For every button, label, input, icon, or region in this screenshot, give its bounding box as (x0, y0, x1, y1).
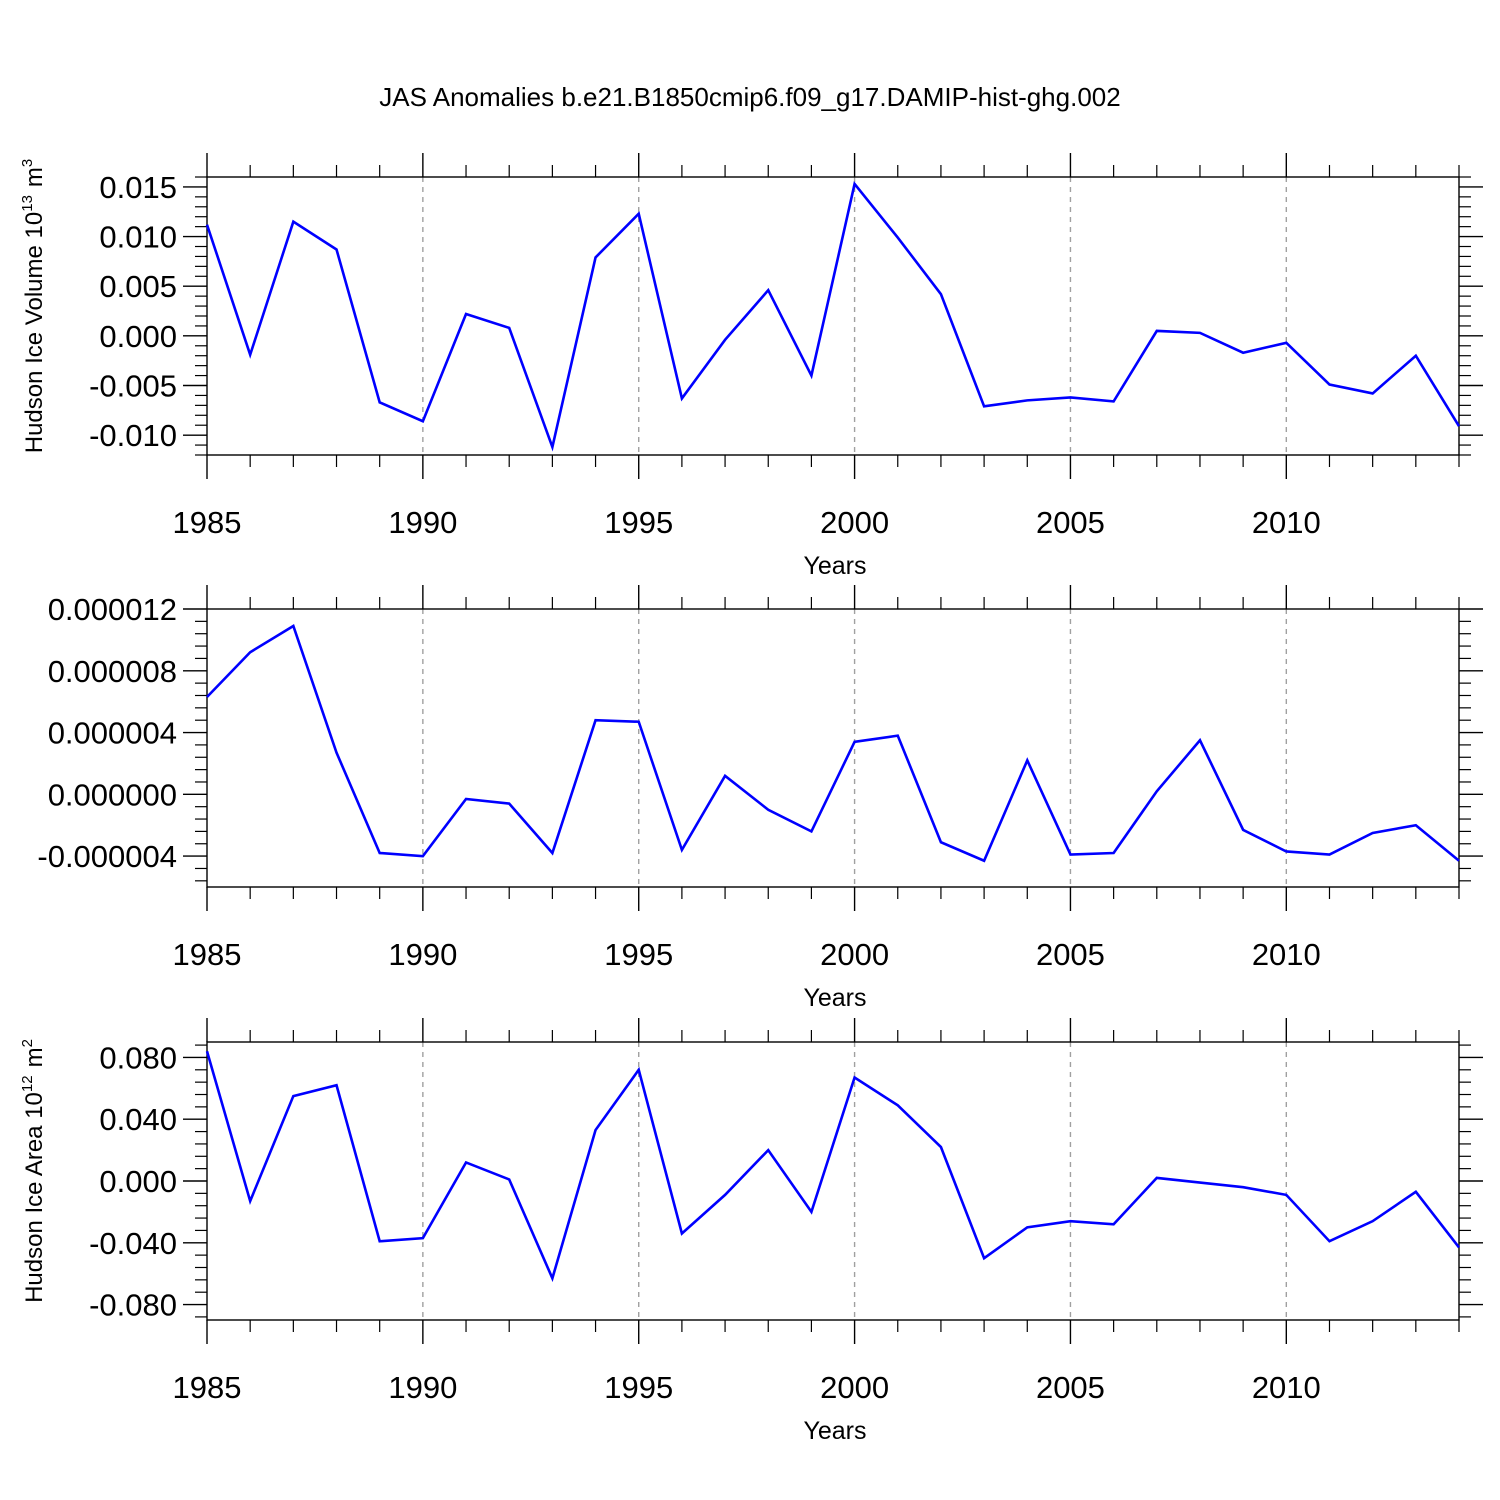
x-tick-label: 1995 (604, 505, 673, 540)
x-tick-label: 2000 (820, 937, 889, 972)
y-axis-label-exponent: 13 (19, 195, 36, 212)
y-tick-label: 0.000000 (48, 777, 177, 812)
y-tick-label: 0.000 (99, 1164, 177, 1199)
panel-3: -0.080 -0.040 0.000 0.040 0.080 1985 1990 1995 2… (19, 1018, 1483, 1445)
panel-2: -0.000004 0.000000 0.000004 0.000008 0.00001… (37, 585, 1483, 1012)
y-tick-label: -0.000004 (37, 839, 177, 874)
series-line (205, 181, 1461, 452)
series-line (206, 624, 1460, 863)
x-tick-label: 1985 (173, 1370, 242, 1405)
x-axis-label: Years (803, 1417, 866, 1445)
x-tick-label: 1995 (604, 937, 673, 972)
x-tick-label: 2005 (1036, 1370, 1105, 1405)
x-tick-label: 2000 (820, 1370, 889, 1405)
x-tick-label: 1985 (173, 937, 242, 972)
x-tick-label: 2000 (820, 505, 889, 540)
y-tick-label: 0.015 (99, 170, 177, 205)
y-tick-label: -0.080 (89, 1288, 177, 1323)
x-tick-label: 2005 (1036, 937, 1105, 972)
y-tick-label: 0.000012 (48, 592, 177, 627)
y-tick-label: 0.000008 (48, 654, 177, 689)
y-axis-label-unit-exponent: 3 (19, 159, 36, 167)
x-tick-label: 2005 (1036, 505, 1105, 540)
x-tick-label: 1990 (388, 1370, 457, 1405)
y-tick-label: 0.005 (99, 269, 177, 304)
y-axis-label-unit: m (21, 1047, 48, 1067)
plot-frame (206, 608, 1460, 888)
x-tick-label: 2010 (1252, 505, 1321, 540)
x-tick-label: 1990 (388, 505, 457, 540)
y-tick-label: -0.010 (89, 418, 177, 453)
y-tick-label: -0.005 (89, 369, 177, 404)
x-axis-label: Years (803, 552, 866, 580)
y-axis-label-unit-exponent: 2 (19, 1039, 36, 1047)
x-tick-label: 1985 (173, 505, 242, 540)
y-tick-label: 0.000004 (48, 716, 177, 751)
x-tick-label: 2010 (1252, 937, 1321, 972)
y-tick-label: 0.040 (99, 1102, 177, 1137)
x-tick-label: 1990 (388, 937, 457, 972)
y-axis-label-unit: m (21, 167, 48, 187)
y-axis-label: Hudson Ice Area 1012 m2 (19, 1039, 48, 1303)
x-tick-label: 2010 (1252, 1370, 1321, 1405)
y-axis-label-exponent: 12 (19, 1075, 36, 1092)
chart-title: JAS Anomalies b.e21.B1850cmip6.f09_g17.D… (379, 82, 1120, 112)
y-axis-label-text: Hudson Ice Volume 10 (21, 212, 48, 454)
panel-1: -0.010 -0.005 0.000 0.005 0.010 0.015 1985 1990… (19, 153, 1483, 580)
y-tick-label: 0.010 (99, 220, 177, 255)
y-tick-label: 0.080 (99, 1040, 177, 1075)
y-axis-label: Hudson Ice Volume 1013 m3 (19, 159, 48, 454)
y-axis-label-text: Hudson Ice Area 10 (21, 1092, 48, 1303)
x-tick-label: 1995 (604, 1370, 673, 1405)
panels: -0.010 -0.005 0.000 0.005 0.010 0.015 1985 1990… (19, 153, 1483, 1445)
series-line (205, 1050, 1461, 1283)
y-tick-label: 0.000 (99, 319, 177, 354)
x-axis-label: Years (803, 984, 866, 1012)
y-tick-label: -0.040 (89, 1226, 177, 1261)
